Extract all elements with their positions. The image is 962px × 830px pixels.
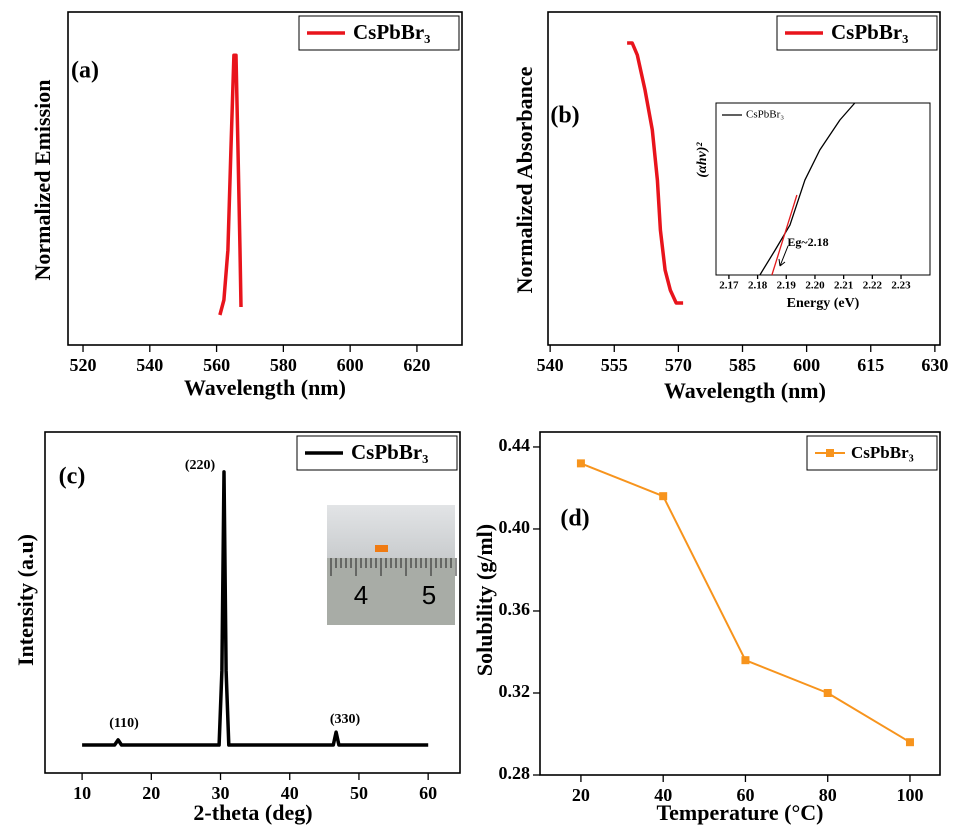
data-line bbox=[627, 41, 684, 305]
legend-label: CsPbBr₃ bbox=[831, 20, 908, 44]
x-axis-label: Temperature (°C) bbox=[656, 800, 823, 825]
y-tick-label: 0.40 bbox=[499, 517, 531, 537]
x-axis-label: Energy (eV) bbox=[787, 296, 860, 311]
y-tick-label: 0.32 bbox=[499, 681, 531, 701]
y-tick-label: 0.44 bbox=[499, 435, 531, 455]
y-axis-label: Normalized Emission bbox=[30, 79, 55, 280]
panel-label: (d) bbox=[560, 506, 589, 532]
ruler-number: 4 bbox=[354, 580, 368, 610]
panel-label: (c) bbox=[59, 464, 86, 490]
x-axis-label: Wavelength (nm) bbox=[184, 375, 346, 400]
x-tick-label: 555 bbox=[601, 355, 628, 375]
data-line bbox=[218, 53, 243, 316]
x-tick-label: 620 bbox=[403, 355, 430, 375]
data-marker bbox=[659, 492, 668, 501]
data-line bbox=[759, 102, 856, 276]
ruler-number: 5 bbox=[422, 580, 436, 610]
plot-frame bbox=[539, 431, 941, 776]
plot-frame bbox=[715, 102, 931, 276]
data-marker bbox=[905, 738, 914, 747]
panel-label: (b) bbox=[550, 103, 579, 129]
data-line bbox=[82, 470, 429, 747]
x-axis-label: 2-theta (deg) bbox=[193, 800, 312, 825]
x-tick-label: 2.17 bbox=[719, 280, 739, 292]
panel-label: (a) bbox=[71, 58, 99, 84]
plot-frame bbox=[67, 11, 463, 346]
legend-frame bbox=[298, 15, 460, 51]
legend-label: CsPbBr₃ bbox=[353, 20, 430, 44]
x-tick-label: 560 bbox=[203, 355, 230, 375]
x-tick-label: 40 bbox=[281, 783, 299, 803]
x-tick-label: 50 bbox=[350, 783, 368, 803]
x-tick-label: 10 bbox=[73, 783, 91, 803]
x-tick-label: 520 bbox=[70, 355, 97, 375]
y-axis-label: Intensity (a.u) bbox=[13, 534, 38, 666]
y-axis-label: Solubility (g/ml) bbox=[472, 524, 497, 676]
x-tick-label: 2.22 bbox=[863, 280, 883, 292]
data-marker bbox=[741, 656, 750, 665]
legend-label: CsPbBr₃ bbox=[746, 109, 784, 121]
y-tick-label: 0.36 bbox=[499, 599, 531, 619]
y-tick-label: 0.28 bbox=[499, 763, 531, 783]
x-tick-label: 2.21 bbox=[834, 280, 853, 292]
x-tick-label: 2.19 bbox=[777, 280, 797, 292]
x-tick-label: 630 bbox=[921, 355, 948, 375]
legend-label: CsPbBr₃ bbox=[351, 440, 428, 464]
annotation: (110) bbox=[109, 716, 139, 731]
annotation: Eg~2.18 bbox=[787, 235, 828, 249]
x-tick-label: 20 bbox=[142, 783, 160, 803]
annotation: (330) bbox=[330, 712, 361, 727]
x-tick-label: 600 bbox=[337, 355, 364, 375]
x-tick-label: 540 bbox=[136, 355, 163, 375]
annotation: (220) bbox=[185, 458, 216, 473]
x-tick-label: 585 bbox=[729, 355, 756, 375]
legend-label: CsPbBr₃ bbox=[851, 443, 914, 462]
data-marker bbox=[823, 688, 832, 697]
annotation-arrow bbox=[778, 245, 789, 267]
x-tick-label: 600 bbox=[793, 355, 820, 375]
data-line bbox=[771, 194, 798, 276]
x-tick-label: 20 bbox=[572, 785, 590, 805]
ruler bbox=[327, 558, 455, 625]
x-tick-label: 2.23 bbox=[891, 280, 911, 292]
x-tick-label: 60 bbox=[736, 785, 754, 805]
sample bbox=[375, 545, 388, 552]
legend-marker bbox=[826, 449, 834, 457]
x-tick-label: 100 bbox=[896, 785, 923, 805]
x-tick-label: 580 bbox=[270, 355, 297, 375]
x-tick-label: 60 bbox=[419, 783, 437, 803]
x-tick-label: 540 bbox=[537, 355, 564, 375]
x-tick-label: 615 bbox=[857, 355, 884, 375]
x-tick-label: 80 bbox=[819, 785, 837, 805]
y-axis-label: (αhν)² bbox=[695, 142, 710, 178]
x-tick-label: 2.18 bbox=[748, 280, 768, 292]
y-axis-label: Normalized Absorbance bbox=[512, 66, 537, 293]
x-tick-label: 40 bbox=[654, 785, 672, 805]
x-tick-label: 570 bbox=[665, 355, 692, 375]
x-tick-label: 2.20 bbox=[805, 280, 825, 292]
x-axis-label: Wavelength (nm) bbox=[664, 378, 826, 403]
data-marker bbox=[576, 459, 585, 468]
x-tick-label: 30 bbox=[212, 783, 230, 803]
